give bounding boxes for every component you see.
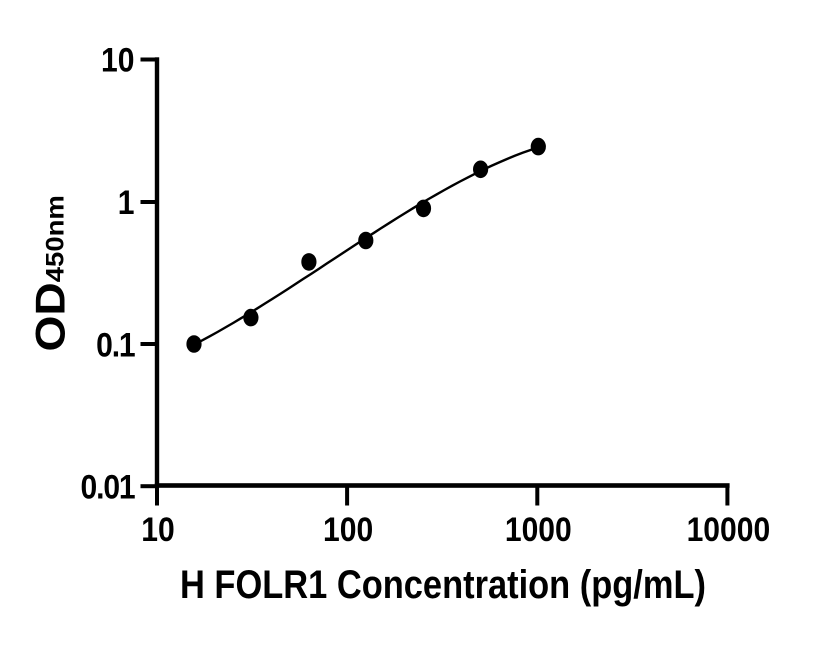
svg-text:0.01: 0.01: [81, 468, 135, 506]
svg-text:0.1: 0.1: [96, 326, 135, 364]
svg-text:10: 10: [101, 41, 134, 79]
svg-text:100: 100: [323, 510, 373, 548]
svg-text:10000: 10000: [687, 510, 771, 548]
svg-text:1000: 1000: [505, 510, 572, 548]
svg-text:1: 1: [118, 183, 135, 221]
svg-text:10: 10: [141, 510, 174, 548]
svg-text:H FOLR1 Concentration (pg/mL): H FOLR1 Concentration (pg/mL): [180, 562, 706, 607]
